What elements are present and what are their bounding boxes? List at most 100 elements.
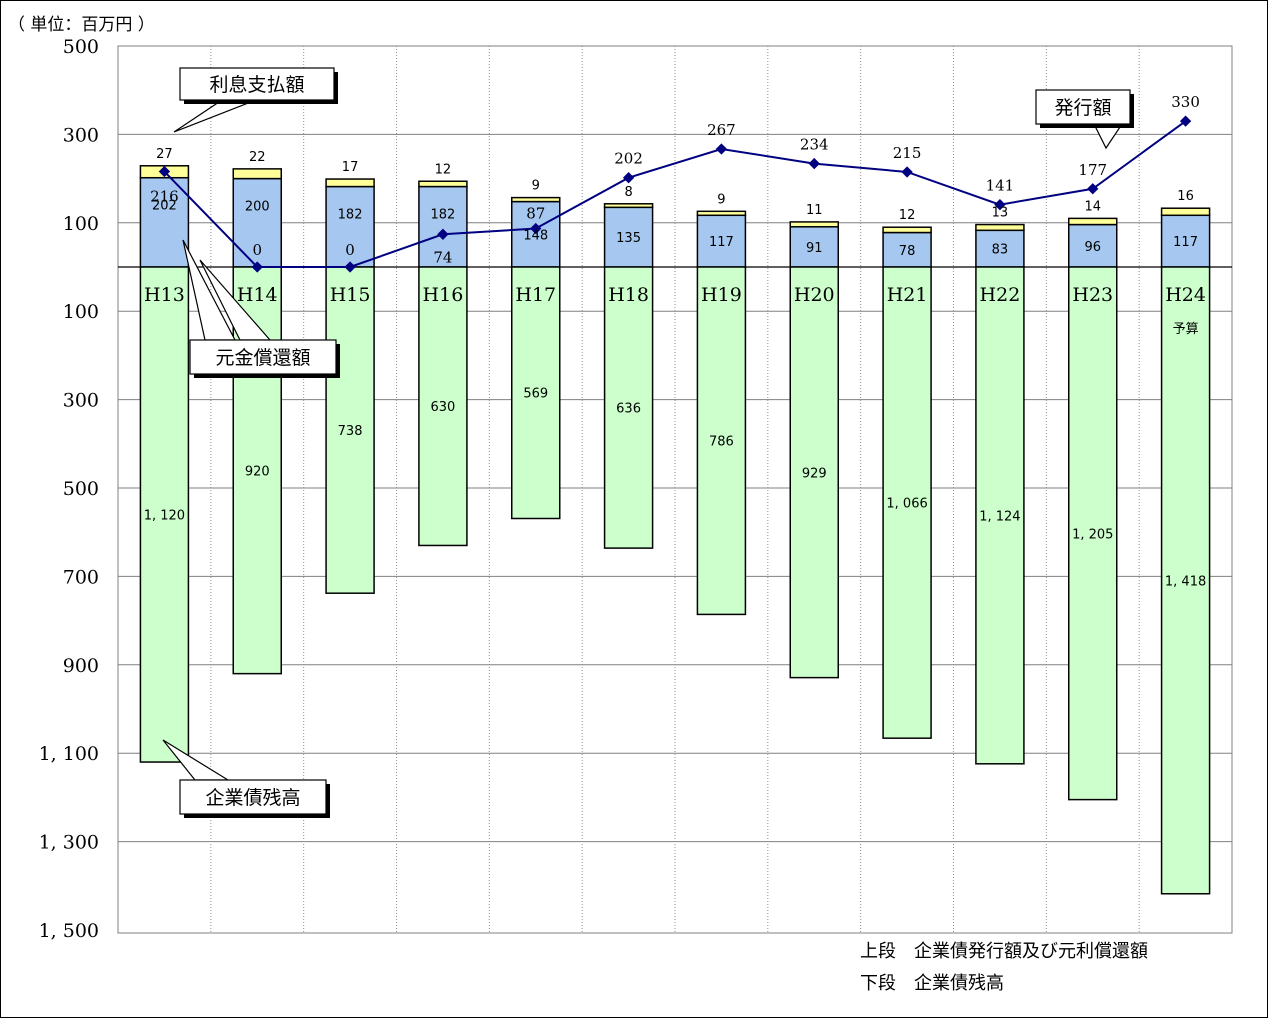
bar-principal	[603, 206, 654, 268]
category-label: H24	[1165, 284, 1206, 306]
category-label: H23	[1072, 284, 1113, 306]
y-tick-label: 500	[63, 478, 99, 500]
bar-balance	[882, 266, 932, 739]
bar-balance	[789, 266, 839, 679]
label-interest: 17	[342, 160, 359, 175]
issuance-point	[715, 143, 728, 155]
bar-balance	[603, 266, 654, 549]
bar-balance	[511, 266, 561, 520]
label-issuance: 234	[800, 136, 829, 154]
label-issuance: 141	[986, 177, 1015, 195]
label-interest: 16	[1177, 189, 1194, 204]
callout-issuance-text: 発行額	[1054, 97, 1111, 119]
label-issuance: 330	[1171, 93, 1200, 111]
bar-principal	[418, 185, 468, 268]
bar-principal	[975, 229, 1025, 268]
label-interest: 27	[156, 147, 173, 162]
label-issuance: 202	[614, 150, 643, 168]
label-balance: 1, 205	[1072, 527, 1113, 542]
label-issuance: 87	[526, 205, 545, 223]
label-balance: 636	[616, 402, 641, 417]
label-interest: 22	[249, 150, 266, 165]
issuance-point	[158, 165, 171, 178]
label-principal: 117	[709, 235, 734, 250]
bar-balance	[1068, 266, 1118, 801]
issuance-point	[994, 199, 1006, 211]
callout-interest-box	[179, 67, 335, 101]
label-issuance: 216	[150, 188, 179, 206]
issuance-point	[1179, 115, 1192, 127]
y-tick-label: 900	[63, 655, 99, 677]
bar-interest	[603, 203, 654, 209]
bar-balance	[1160, 266, 1211, 895]
callout-principal-box	[189, 339, 337, 375]
issuance-point	[1087, 183, 1099, 195]
y-tick-label: 100	[63, 213, 99, 235]
y-tick-label: 300	[63, 390, 99, 412]
category-label: H22	[980, 284, 1021, 306]
label-balance: 1, 124	[979, 509, 1020, 524]
label-interest: 12	[435, 162, 452, 177]
category-label: H15	[330, 284, 371, 306]
category-label: H17	[515, 284, 556, 306]
category-label: H20	[794, 284, 835, 306]
label-interest: 14	[1084, 199, 1101, 214]
label-issuance: 177	[1078, 161, 1107, 179]
label-issuance: 267	[707, 121, 736, 139]
callout-interest-text: 利息支払額	[209, 74, 304, 96]
y-tick-label: 100	[63, 301, 99, 323]
issuance-point	[251, 261, 263, 273]
label-principal: 83	[992, 243, 1009, 258]
category-label: H19	[701, 284, 742, 306]
category-label: H14	[237, 284, 278, 306]
callout-interest-pointer	[173, 99, 257, 133]
issuance-point	[437, 228, 449, 240]
callout-principal-pointer	[182, 239, 236, 341]
label-interest: 11	[806, 203, 823, 218]
label-principal: 182	[431, 208, 456, 223]
y-tick-label: 1, 100	[39, 743, 99, 765]
category-note: 予算	[1173, 322, 1199, 337]
bar-interest	[789, 221, 839, 228]
bar-interest	[511, 196, 561, 203]
label-interest: 13	[992, 206, 1009, 221]
data-labels: H13 27 202 1, 120 H14 22 200 920 H15 17 182 738 H16 1…	[144, 93, 1207, 589]
label-principal: 117	[1173, 235, 1198, 250]
bar-principal	[789, 226, 839, 268]
label-balance: 929	[802, 466, 827, 481]
bar-balance	[139, 266, 190, 763]
bar-balance	[696, 266, 747, 616]
bar-interest	[232, 168, 282, 180]
bar-interest	[882, 226, 932, 234]
label-balance: 630	[431, 400, 456, 415]
issuance-line	[158, 115, 1192, 273]
y-tick-label: 500	[63, 36, 99, 58]
bar-principal	[511, 200, 561, 268]
label-balance: 1, 066	[886, 497, 927, 512]
y-tick-label: 1, 500	[39, 920, 99, 942]
issuance-point	[901, 166, 913, 178]
unit-label: （ 単位：百万円 ）	[8, 15, 155, 35]
label-principal: 202	[152, 199, 177, 214]
label-principal: 135	[616, 231, 641, 246]
label-principal: 91	[806, 241, 823, 256]
label-interest: 8	[624, 185, 632, 200]
label-interest: 9	[532, 179, 540, 194]
label-issuance: 0	[345, 241, 355, 259]
bar-interest	[1068, 217, 1118, 226]
callout-principal-text: 元金償還額	[215, 347, 310, 369]
bar-interest	[975, 223, 1025, 232]
issuance-point	[530, 222, 542, 235]
bar-principal	[696, 214, 747, 268]
label-balance: 738	[338, 424, 363, 439]
label-interest: 12	[899, 208, 916, 223]
bar-balance	[418, 266, 468, 547]
label-balance: 786	[709, 435, 734, 450]
issuance-point	[808, 157, 820, 170]
bar-interest	[1160, 207, 1211, 217]
issuance-point	[622, 172, 635, 184]
category-label: H16	[423, 284, 464, 306]
label-issuance: 215	[893, 144, 922, 162]
label-balance: 1, 120	[144, 509, 185, 524]
bar-interest	[696, 210, 747, 217]
